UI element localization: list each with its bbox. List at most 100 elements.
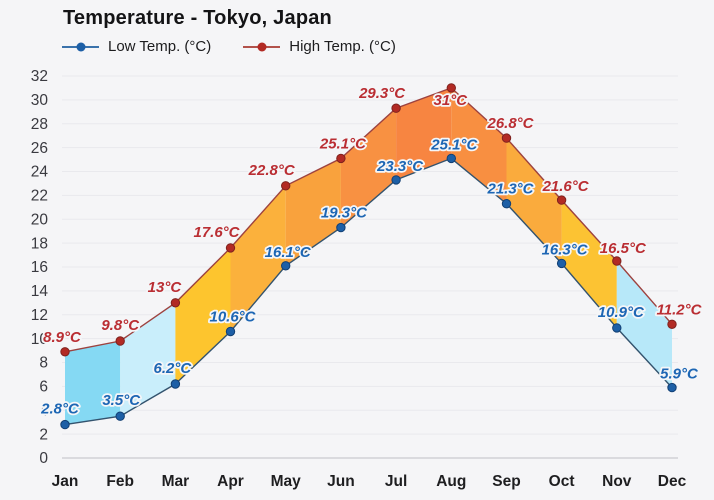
- high-temp-point: [225, 243, 236, 253]
- low-temp-point: [501, 199, 512, 209]
- x-tick-label: Mar: [162, 473, 190, 490]
- x-tick-label: Oct: [549, 473, 575, 490]
- legend: Low Temp. (°C) High Temp. (°C): [62, 38, 396, 55]
- y-tick-label: 10: [31, 331, 49, 348]
- y-tick-label: 26: [31, 140, 48, 157]
- low-temp-line: [64, 157, 673, 426]
- low-temp-label: 23.3°C: [376, 158, 424, 175]
- y-tick-label: 0: [39, 450, 48, 467]
- high-temp-point: [60, 347, 70, 357]
- high-temp-point: [612, 256, 622, 266]
- legend-label-low: Low Temp. (°C): [108, 38, 212, 55]
- legend-item-low-temp: Low Temp. (°C): [62, 38, 211, 55]
- y-tick-label: 24: [31, 164, 49, 181]
- high-temp-label: 9.8°C: [101, 317, 140, 334]
- low-temp-point: [225, 326, 236, 337]
- y-tick-label: 14: [31, 283, 49, 300]
- high-temp-point: [501, 133, 512, 143]
- temp-range-band-segment: [285, 158, 341, 266]
- y-tick-label: 28: [31, 116, 48, 133]
- high-temp-point: [115, 336, 125, 346]
- low-temp-point: [391, 175, 401, 185]
- temp-range-band-segment: [561, 200, 617, 328]
- temp-range-band-segment: [506, 138, 562, 264]
- low-temp-label: 6.2°C: [154, 360, 193, 377]
- x-tick-label: Jun: [327, 473, 355, 490]
- temp-range-band-segment: [120, 302, 176, 417]
- high-temp-point: [391, 103, 401, 113]
- high-temp-label: 29.3°C: [358, 85, 406, 102]
- y-tick-label: 16: [31, 259, 48, 276]
- high-temp-line: [64, 87, 673, 353]
- low-temp-label: 5.9°C: [660, 366, 699, 383]
- high-series-dot-icon: [257, 42, 267, 51]
- x-tick-label: Dec: [658, 473, 687, 490]
- high-temp-label: 21.6°C: [542, 178, 590, 195]
- x-tick-label: Jul: [385, 473, 407, 490]
- x-tick-label: Jan: [52, 473, 79, 490]
- high-temp-label: 31°C: [434, 92, 469, 109]
- low-temp-label: 19.3°C: [321, 205, 368, 222]
- high-temp-point: [667, 319, 677, 329]
- y-tick-label: 6: [39, 379, 48, 396]
- x-tick-label: Sep: [492, 473, 520, 490]
- low-temp-point: [115, 411, 125, 421]
- low-temp-label: 2.8°C: [40, 401, 80, 418]
- low-temp-point: [446, 153, 456, 164]
- temp-range-band-segment: [340, 108, 397, 228]
- y-tick-label: 18: [31, 235, 48, 252]
- temp-range-band-segment: [451, 87, 507, 204]
- low-temp-label: 10.6°C: [209, 309, 256, 326]
- low-temp-label: 3.5°C: [102, 392, 141, 409]
- low-temp-point: [281, 261, 291, 271]
- low-temp-point: [170, 379, 181, 389]
- y-tick-label: 4: [39, 402, 48, 419]
- low-temp-label: 16.1°C: [265, 244, 312, 261]
- high-temp-label: 11.2°C: [657, 301, 703, 318]
- y-tick-label: 12: [31, 307, 48, 324]
- low-temp-label: 10.9°C: [598, 304, 645, 321]
- temp-range-band-segment: [230, 185, 286, 332]
- temp-range-band-segment: [175, 247, 231, 384]
- low-series-line-marker-icon: [62, 42, 99, 51]
- y-tick-label: 8: [39, 355, 48, 372]
- chart-title: Temperature - Tokyo, Japan: [63, 7, 332, 29]
- high-temp-label: 25.1°C: [319, 135, 367, 152]
- high-series-line-marker-icon: [243, 42, 281, 51]
- x-tick-label: Nov: [602, 473, 632, 490]
- legend-item-high-temp: High Temp. (°C): [243, 38, 396, 55]
- high-temp-label: 22.8°C: [248, 162, 296, 179]
- y-tick-label: 32: [31, 68, 48, 85]
- x-tick-label: Feb: [106, 473, 134, 490]
- high-temp-point: [446, 83, 456, 93]
- high-temp-point: [336, 153, 346, 164]
- x-tick-label: May: [271, 473, 302, 490]
- high-temp-label: 16.5°C: [600, 240, 647, 257]
- legend-label-high: High Temp. (°C): [289, 38, 396, 55]
- low-series-dot-icon: [76, 42, 85, 51]
- low-temp-point: [336, 222, 346, 233]
- low-temp-point: [612, 323, 622, 333]
- high-temp-label: 17.6°C: [193, 224, 240, 241]
- low-temp-label: 21.3°C: [486, 181, 534, 198]
- x-tick-label: Apr: [217, 473, 244, 490]
- high-temp-point: [170, 298, 181, 308]
- x-tick-label: Aug: [436, 473, 466, 490]
- low-temp-label: 25.1°C: [430, 136, 478, 153]
- y-tick-label: 20: [31, 211, 49, 228]
- low-temp-point: [667, 382, 677, 393]
- high-temp-label: 13°C: [148, 279, 183, 296]
- high-temp-point: [281, 181, 291, 191]
- y-tick-label: 22: [31, 188, 48, 205]
- high-temp-label: 8.9°C: [43, 329, 82, 346]
- temp-range-band-segment: [396, 87, 452, 180]
- y-tick-label: 2: [39, 426, 48, 443]
- high-temp-label: 26.8°C: [486, 115, 534, 132]
- high-temp-point: [556, 195, 567, 205]
- low-temp-point: [60, 419, 70, 430]
- temp-range-band-segment: [616, 261, 672, 388]
- temp-range-band-segment: [65, 341, 121, 425]
- low-temp-label: 16.3°C: [542, 241, 589, 258]
